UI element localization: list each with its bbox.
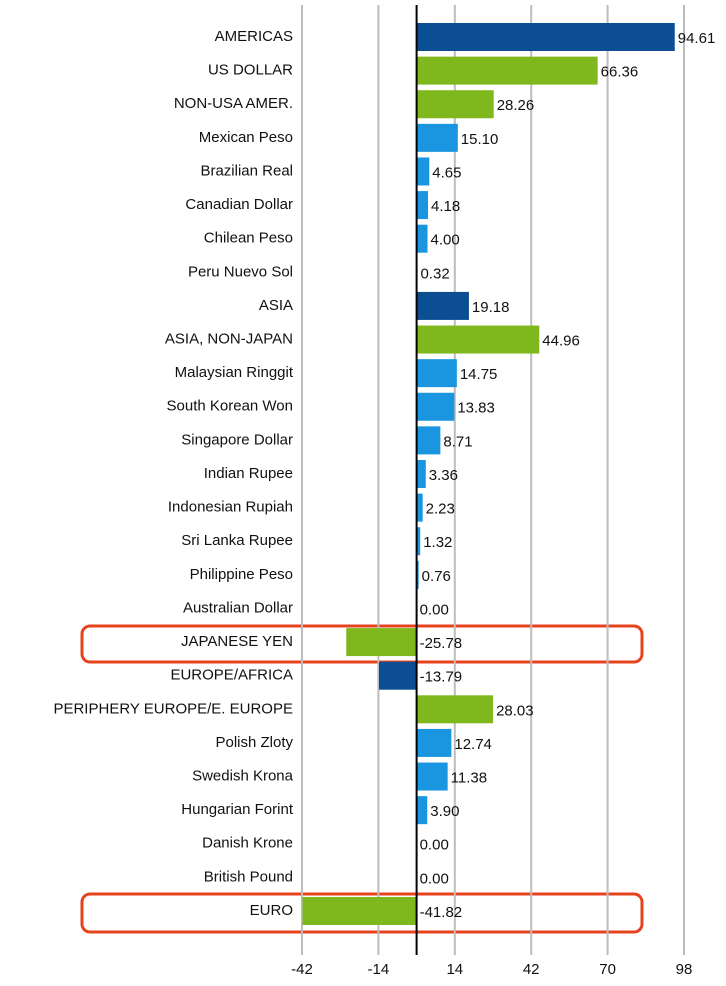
x-tick-label: -14	[368, 961, 390, 978]
value-label: 1.32	[423, 534, 452, 551]
bar	[416, 23, 675, 51]
category-label: AMERICAS	[215, 28, 293, 45]
value-label: 14.75	[460, 366, 498, 383]
bar	[416, 460, 426, 488]
bar	[416, 224, 428, 253]
bar	[416, 191, 429, 220]
bar	[416, 728, 452, 757]
value-label: 11.38	[451, 770, 487, 787]
value-label: 4.00	[431, 232, 460, 249]
category-label: Peru Nuevo Sol	[188, 263, 293, 280]
value-label: 66.36	[601, 64, 639, 81]
bar	[416, 157, 430, 186]
category-label: Australian Dollar	[183, 599, 293, 616]
category-label: PERIPHERY EUROPE/E. EUROPE	[53, 700, 293, 717]
category-label: Chilean Peso	[204, 230, 293, 247]
bar	[416, 325, 540, 354]
category-label: Swedish Krona	[192, 768, 294, 785]
bar	[416, 90, 494, 119]
value-label: 12.74	[454, 736, 492, 753]
x-tick-label: 42	[523, 961, 540, 978]
category-label: ASIA, NON-JAPAN	[165, 331, 293, 348]
x-tick-label: 14	[446, 961, 463, 978]
value-label: 2.23	[426, 501, 455, 518]
bar	[416, 796, 428, 825]
value-label: 94.61	[678, 30, 716, 47]
category-label: Mexican Peso	[199, 129, 293, 146]
bar	[416, 762, 448, 791]
bar	[416, 392, 455, 421]
value-label: 0.32	[420, 265, 449, 282]
highlight-box	[80, 892, 644, 934]
value-label: -41.82	[420, 904, 463, 921]
value-label: 8.71	[443, 433, 472, 450]
bar	[416, 695, 494, 724]
category-label: ASIA	[259, 297, 293, 314]
category-label: Indonesian Rupiah	[168, 499, 293, 516]
category-label: Malaysian Ringgit	[175, 364, 294, 381]
x-tick-label: 70	[599, 961, 616, 978]
value-label: 19.18	[472, 299, 510, 316]
bar	[416, 56, 598, 85]
category-label: EURO	[250, 902, 293, 919]
category-label: Polish Zloty	[215, 734, 293, 751]
category-label: British Pound	[204, 868, 293, 885]
value-label: 3.36	[429, 467, 458, 484]
bar	[302, 897, 417, 925]
bar	[378, 661, 417, 690]
category-label: South Korean Won	[167, 398, 293, 415]
category-label: Canadian Dollar	[185, 196, 293, 213]
highlight-box	[80, 624, 644, 664]
x-tick-label: 98	[676, 961, 693, 978]
bar	[416, 359, 457, 388]
value-label: 3.90	[430, 803, 459, 820]
value-label: 28.26	[497, 97, 535, 114]
value-label: 28.03	[496, 702, 534, 719]
bar	[416, 123, 458, 152]
bar	[416, 291, 469, 320]
category-label: EUROPE/AFRICA	[170, 667, 293, 684]
category-label: Danish Krone	[202, 835, 293, 852]
bar	[346, 628, 417, 657]
bar	[416, 493, 423, 522]
value-label: -13.79	[420, 669, 463, 686]
value-label: 4.18	[431, 198, 460, 215]
category-label: Philippine Peso	[190, 566, 293, 583]
category-label: Sri Lanka Rupee	[181, 532, 293, 549]
value-label: 0.76	[422, 568, 451, 585]
value-label: 44.96	[542, 333, 580, 350]
value-label: 13.83	[457, 400, 495, 417]
value-label: 15.10	[461, 131, 499, 148]
category-label: Singapore Dollar	[181, 431, 293, 448]
value-label: -25.78	[420, 635, 463, 652]
category-label: Brazilian Real	[200, 162, 293, 179]
value-label: 0.00	[420, 601, 449, 618]
value-label: 4.65	[432, 164, 461, 181]
bar	[416, 527, 421, 556]
x-tick-label: -42	[291, 961, 313, 978]
category-label: NON-USA AMER.	[174, 95, 293, 112]
value-label: 0.00	[420, 870, 449, 887]
bar	[416, 560, 419, 589]
category-label: Indian Rupee	[204, 465, 293, 482]
value-label: 0.00	[420, 837, 449, 854]
bar	[416, 426, 441, 455]
category-label: Hungarian Forint	[181, 801, 294, 818]
category-label: US DOLLAR	[208, 62, 293, 79]
category-label: JAPANESE YEN	[181, 633, 293, 650]
